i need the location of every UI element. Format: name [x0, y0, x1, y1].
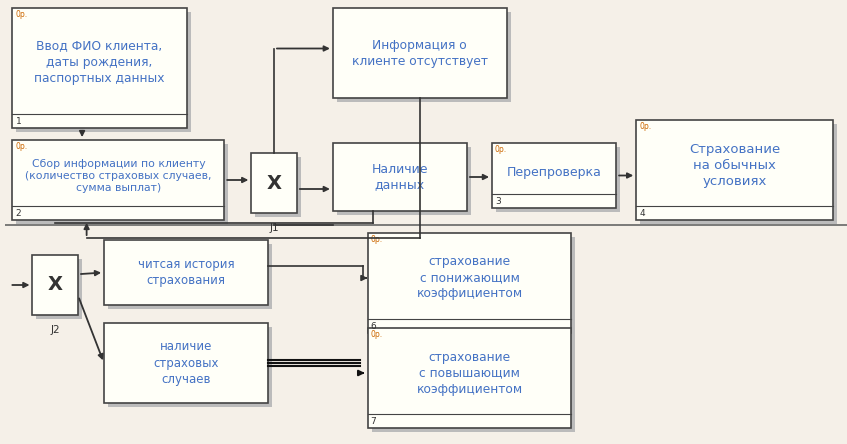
Text: 6: 6 — [370, 322, 376, 331]
Text: X: X — [47, 275, 63, 294]
Text: 1: 1 — [15, 117, 21, 126]
Text: Перепроверка: Перепроверка — [507, 166, 601, 179]
Bar — [636, 120, 833, 220]
Bar — [32, 255, 78, 315]
Text: Ввод ФИО клиента,
даты рождения,
паспортных данных: Ввод ФИО клиента, даты рождения, паспорт… — [34, 40, 165, 84]
Bar — [333, 8, 507, 98]
Bar — [108, 327, 272, 407]
Text: 4: 4 — [639, 209, 645, 218]
Bar — [255, 157, 301, 217]
Text: X: X — [267, 174, 281, 193]
Text: читсая история
страхования: читсая история страхования — [138, 258, 235, 287]
Bar — [368, 328, 572, 428]
Text: Наличие
данных: Наличие данных — [372, 163, 428, 191]
Text: J1: J1 — [269, 223, 279, 233]
Text: Страхование
на обычных
условиях: Страхование на обычных условиях — [689, 143, 780, 187]
Text: 2: 2 — [15, 209, 21, 218]
Text: страхование
с повышающим
коэффициентом: страхование с повышающим коэффициентом — [417, 350, 523, 396]
Bar — [13, 140, 224, 220]
Bar — [104, 323, 268, 403]
Text: Информация о
клиенте отсутствует: Информация о клиенте отсутствует — [352, 39, 488, 67]
Bar — [492, 143, 617, 208]
Bar — [16, 144, 229, 224]
Bar — [104, 240, 268, 305]
Bar — [13, 8, 186, 128]
Text: 0р.: 0р. — [15, 10, 28, 19]
Bar — [495, 147, 620, 212]
Text: J2: J2 — [51, 325, 60, 335]
Text: 0р.: 0р. — [370, 235, 383, 244]
Text: 0р.: 0р. — [639, 122, 651, 131]
Bar — [337, 12, 511, 102]
Text: Сбор информации по клиенту
(количество страховых случаев,
сумма выплат): Сбор информации по клиенту (количество с… — [25, 159, 212, 194]
Bar — [372, 332, 575, 432]
Text: 0р.: 0р. — [370, 330, 383, 339]
Text: страхование
с понижающим
коэффициентом: страхование с понижающим коэффициентом — [417, 255, 523, 301]
Bar — [36, 259, 82, 319]
Text: 3: 3 — [495, 197, 501, 206]
Text: наличие
страховых
случаев: наличие страховых случаев — [153, 341, 219, 385]
Bar — [372, 237, 575, 337]
Text: 0р.: 0р. — [15, 142, 28, 151]
Bar — [333, 143, 467, 211]
Bar — [108, 244, 272, 309]
Bar — [16, 12, 191, 132]
Text: 0р.: 0р. — [495, 145, 507, 154]
Bar — [252, 153, 297, 213]
Bar — [368, 233, 572, 333]
Bar — [640, 124, 837, 224]
Bar — [337, 147, 471, 215]
Text: 7: 7 — [370, 417, 376, 426]
